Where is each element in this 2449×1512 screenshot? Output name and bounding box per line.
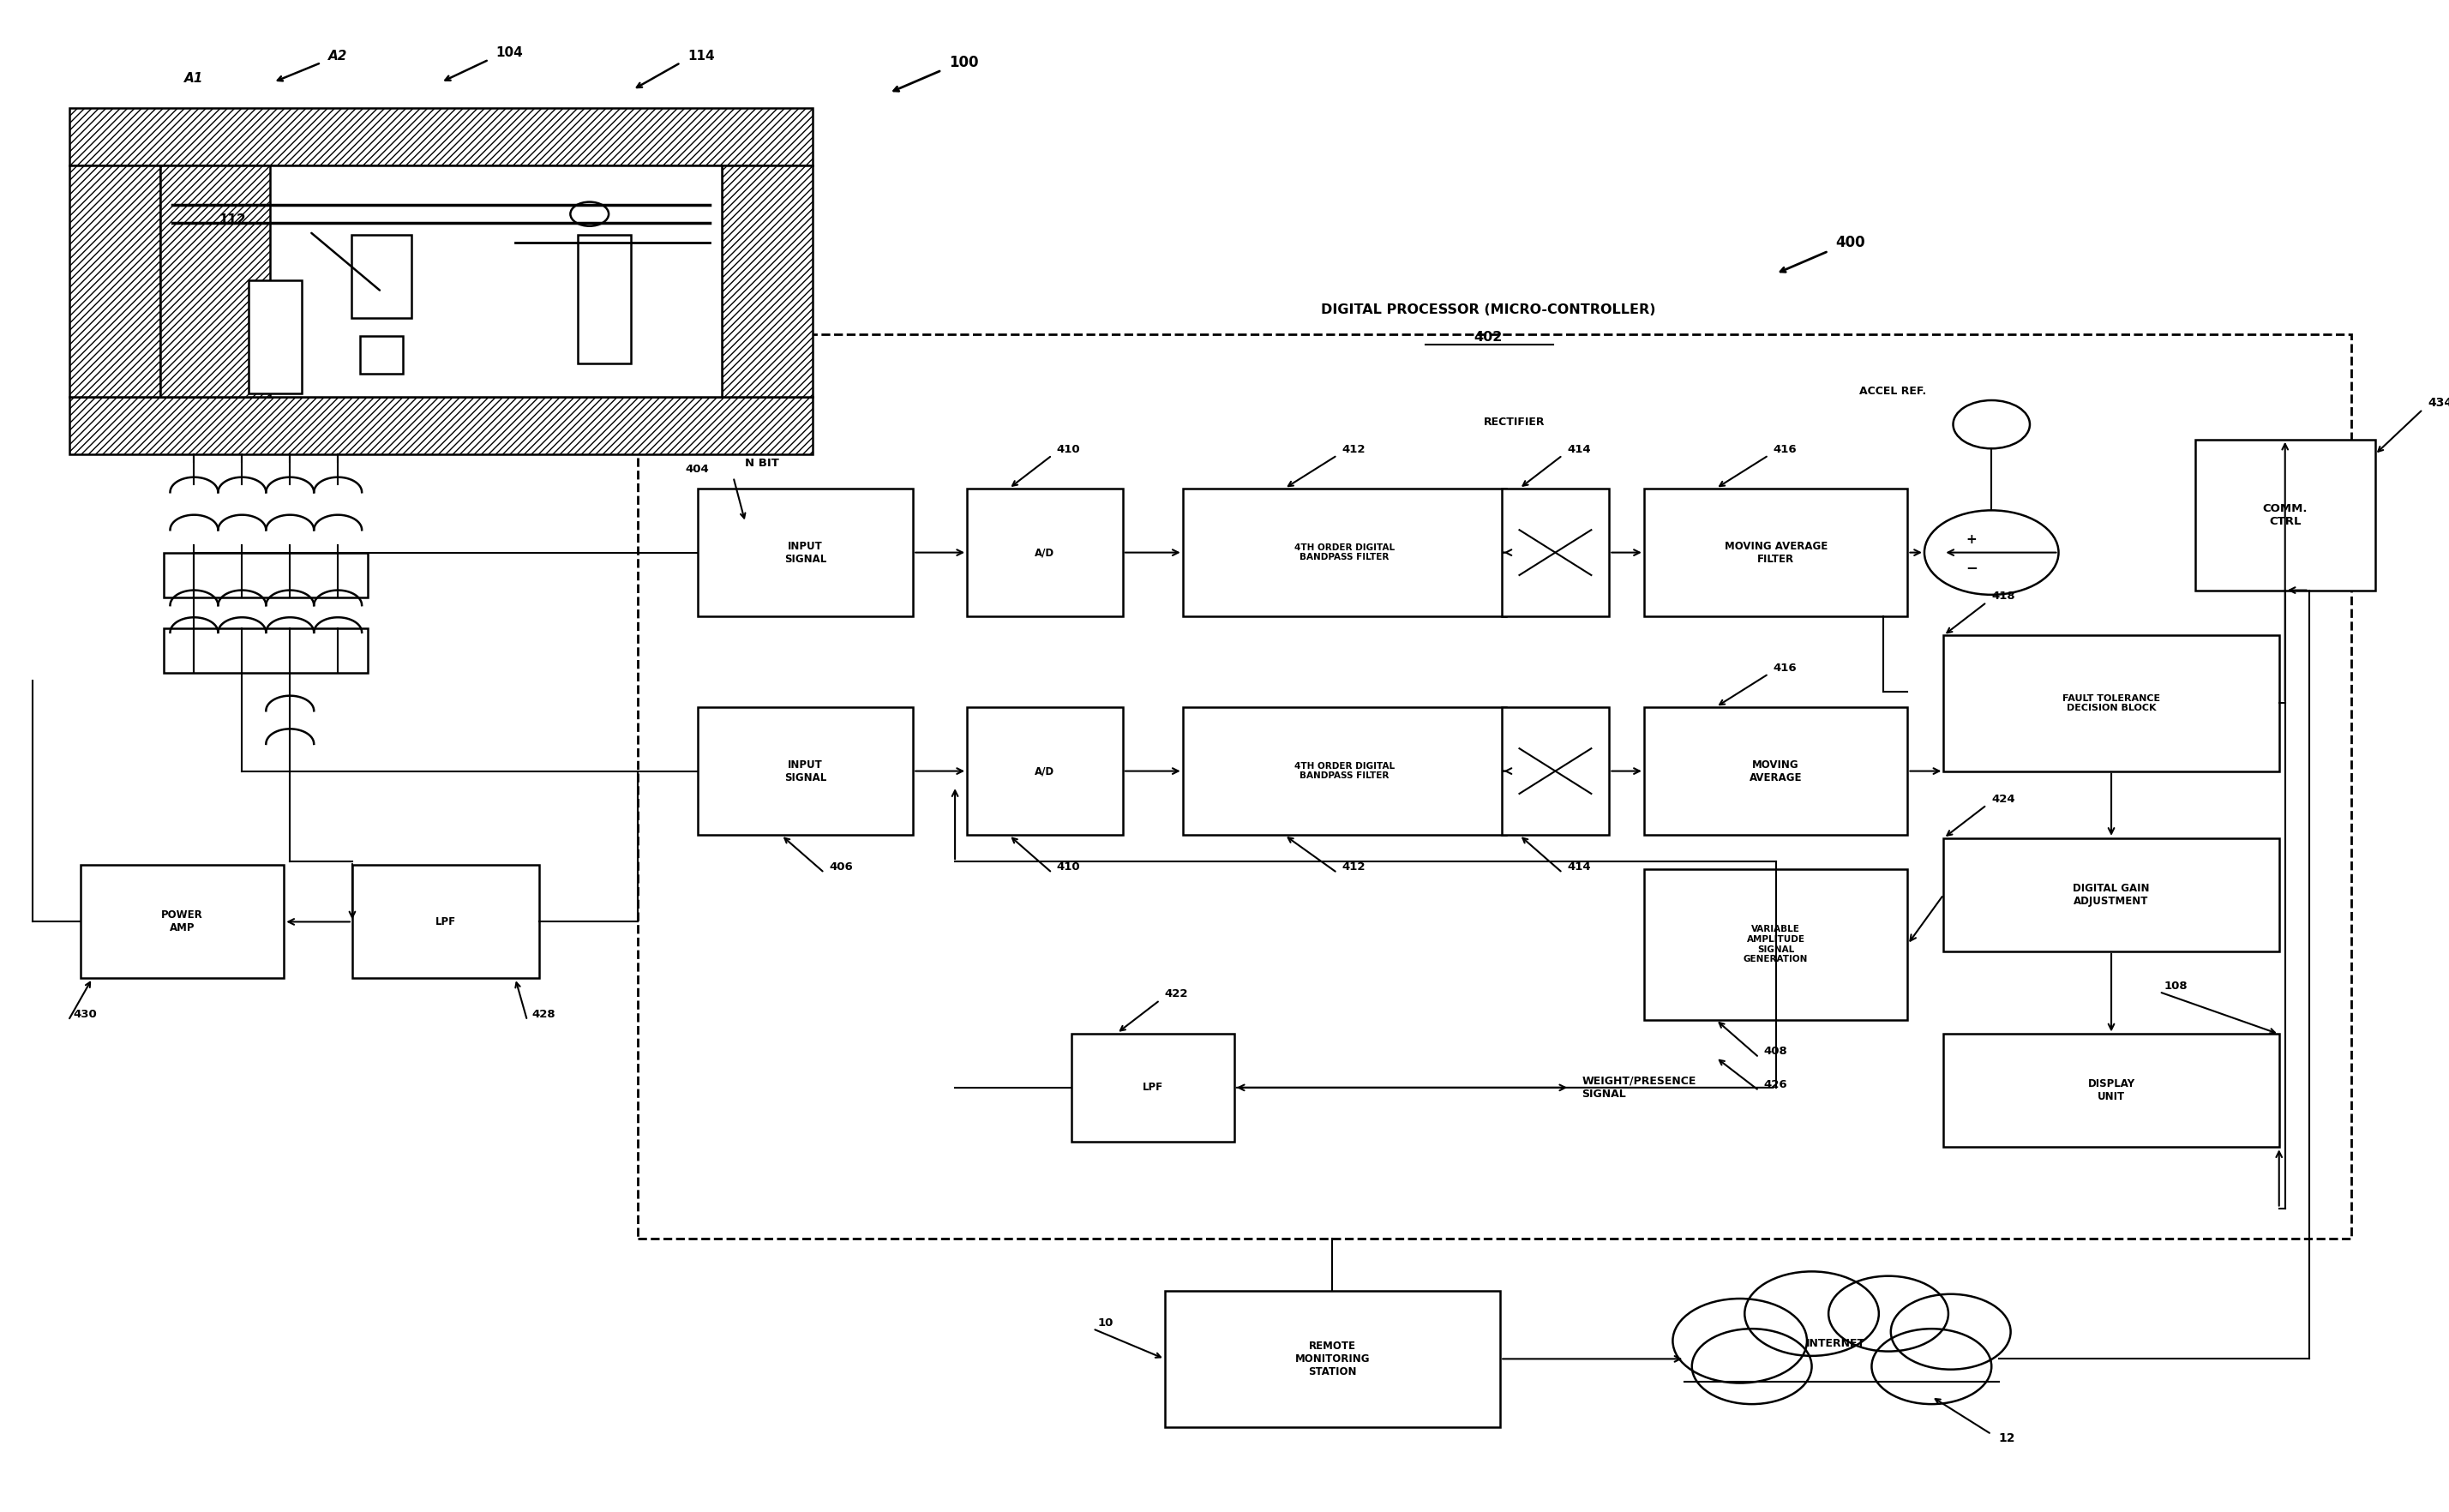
FancyBboxPatch shape — [164, 627, 367, 673]
FancyBboxPatch shape — [360, 336, 404, 373]
Text: POWER
AMP: POWER AMP — [162, 910, 203, 934]
FancyBboxPatch shape — [1643, 869, 1908, 1019]
FancyBboxPatch shape — [2194, 440, 2376, 590]
FancyBboxPatch shape — [1183, 708, 1506, 835]
Text: 406: 406 — [830, 862, 852, 872]
Text: A2: A2 — [328, 50, 348, 62]
Text: MOVING
AVERAGE: MOVING AVERAGE — [1749, 759, 1802, 783]
Text: 430: 430 — [73, 1009, 98, 1021]
Text: 414: 414 — [1567, 862, 1592, 872]
FancyBboxPatch shape — [353, 236, 411, 318]
Text: 422: 422 — [1166, 989, 1188, 999]
Text: DIGITAL GAIN
ADJUSTMENT: DIGITAL GAIN ADJUSTMENT — [2072, 883, 2150, 907]
Text: A1: A1 — [184, 73, 203, 85]
FancyBboxPatch shape — [698, 708, 913, 835]
Text: +: + — [1967, 534, 1976, 546]
Text: 424: 424 — [1991, 794, 2016, 804]
Text: 400: 400 — [1837, 234, 1866, 249]
Text: COMM.
CTRL: COMM. CTRL — [2263, 503, 2307, 526]
Text: 104: 104 — [497, 47, 524, 59]
Text: 112: 112 — [218, 213, 245, 227]
FancyBboxPatch shape — [250, 280, 301, 393]
Text: INTERNET: INTERNET — [1805, 1338, 1866, 1349]
Text: REMOTE
MONITORING
STATION: REMOTE MONITORING STATION — [1296, 1341, 1369, 1377]
FancyBboxPatch shape — [69, 107, 813, 165]
FancyBboxPatch shape — [1945, 1034, 2280, 1148]
FancyBboxPatch shape — [967, 488, 1122, 617]
FancyBboxPatch shape — [1166, 1291, 1501, 1427]
Text: N BIT: N BIT — [744, 458, 779, 469]
FancyBboxPatch shape — [1501, 708, 1609, 835]
Text: 416: 416 — [1773, 443, 1798, 455]
Text: 404: 404 — [686, 464, 710, 475]
Text: 410: 410 — [1058, 862, 1080, 872]
Text: 12: 12 — [1998, 1432, 2016, 1444]
Text: LPF: LPF — [436, 916, 456, 927]
FancyBboxPatch shape — [1945, 838, 2280, 951]
FancyBboxPatch shape — [353, 865, 539, 978]
Text: 434: 434 — [2427, 396, 2449, 408]
Text: 414: 414 — [1567, 443, 1592, 455]
Text: RECTIFIER: RECTIFIER — [1484, 417, 1545, 428]
FancyBboxPatch shape — [81, 865, 284, 978]
Text: 408: 408 — [1763, 1046, 1788, 1057]
FancyBboxPatch shape — [1945, 635, 2280, 771]
Text: 100: 100 — [950, 56, 980, 71]
Text: 412: 412 — [1342, 862, 1367, 872]
FancyBboxPatch shape — [1501, 488, 1609, 617]
Text: 402: 402 — [1474, 331, 1504, 343]
Text: 410: 410 — [1058, 443, 1080, 455]
FancyBboxPatch shape — [69, 165, 162, 398]
FancyBboxPatch shape — [698, 488, 913, 617]
Text: LPF: LPF — [1141, 1083, 1163, 1093]
Text: −: − — [1967, 559, 1976, 575]
Text: 416: 416 — [1773, 662, 1798, 673]
Text: 426: 426 — [1763, 1080, 1788, 1090]
Text: FAULT TOLERANCE
DECISION BLOCK: FAULT TOLERANCE DECISION BLOCK — [2062, 694, 2160, 712]
Text: 114: 114 — [688, 50, 715, 62]
FancyBboxPatch shape — [722, 165, 813, 398]
Text: VARIABLE
AMPLITUDE
SIGNAL
GENERATION: VARIABLE AMPLITUDE SIGNAL GENERATION — [1744, 925, 1807, 963]
FancyBboxPatch shape — [1643, 708, 1908, 835]
Text: A/D: A/D — [1036, 547, 1056, 558]
Text: 418: 418 — [1991, 591, 2016, 602]
Text: ACCEL REF.: ACCEL REF. — [1859, 386, 1927, 396]
FancyBboxPatch shape — [69, 398, 813, 455]
FancyBboxPatch shape — [967, 708, 1122, 835]
Text: 412: 412 — [1342, 443, 1367, 455]
Text: 4TH ORDER DIGITAL
BANDPASS FILTER: 4TH ORDER DIGITAL BANDPASS FILTER — [1293, 543, 1393, 562]
Text: WEIGHT/PRESENCE
SIGNAL: WEIGHT/PRESENCE SIGNAL — [1582, 1075, 1697, 1099]
Text: INPUT
SIGNAL: INPUT SIGNAL — [784, 540, 825, 564]
Text: DISPLAY
UNIT: DISPLAY UNIT — [2087, 1078, 2136, 1102]
Text: MOVING AVERAGE
FILTER: MOVING AVERAGE FILTER — [1724, 540, 1827, 564]
FancyBboxPatch shape — [578, 236, 632, 363]
Text: INPUT
SIGNAL: INPUT SIGNAL — [784, 759, 825, 783]
Text: 108: 108 — [2165, 980, 2187, 992]
FancyBboxPatch shape — [1070, 1033, 1234, 1142]
FancyBboxPatch shape — [162, 165, 269, 398]
Text: 10: 10 — [1097, 1317, 1114, 1329]
FancyBboxPatch shape — [1183, 488, 1506, 617]
FancyBboxPatch shape — [164, 552, 367, 597]
FancyBboxPatch shape — [1643, 488, 1908, 617]
Text: 4TH ORDER DIGITAL
BANDPASS FILTER: 4TH ORDER DIGITAL BANDPASS FILTER — [1293, 762, 1393, 780]
FancyBboxPatch shape — [162, 165, 722, 398]
Text: 428: 428 — [531, 1009, 556, 1021]
Text: A/D: A/D — [1036, 765, 1056, 777]
Text: DIGITAL PROCESSOR (MICRO-CONTROLLER): DIGITAL PROCESSOR (MICRO-CONTROLLER) — [1320, 304, 1656, 316]
